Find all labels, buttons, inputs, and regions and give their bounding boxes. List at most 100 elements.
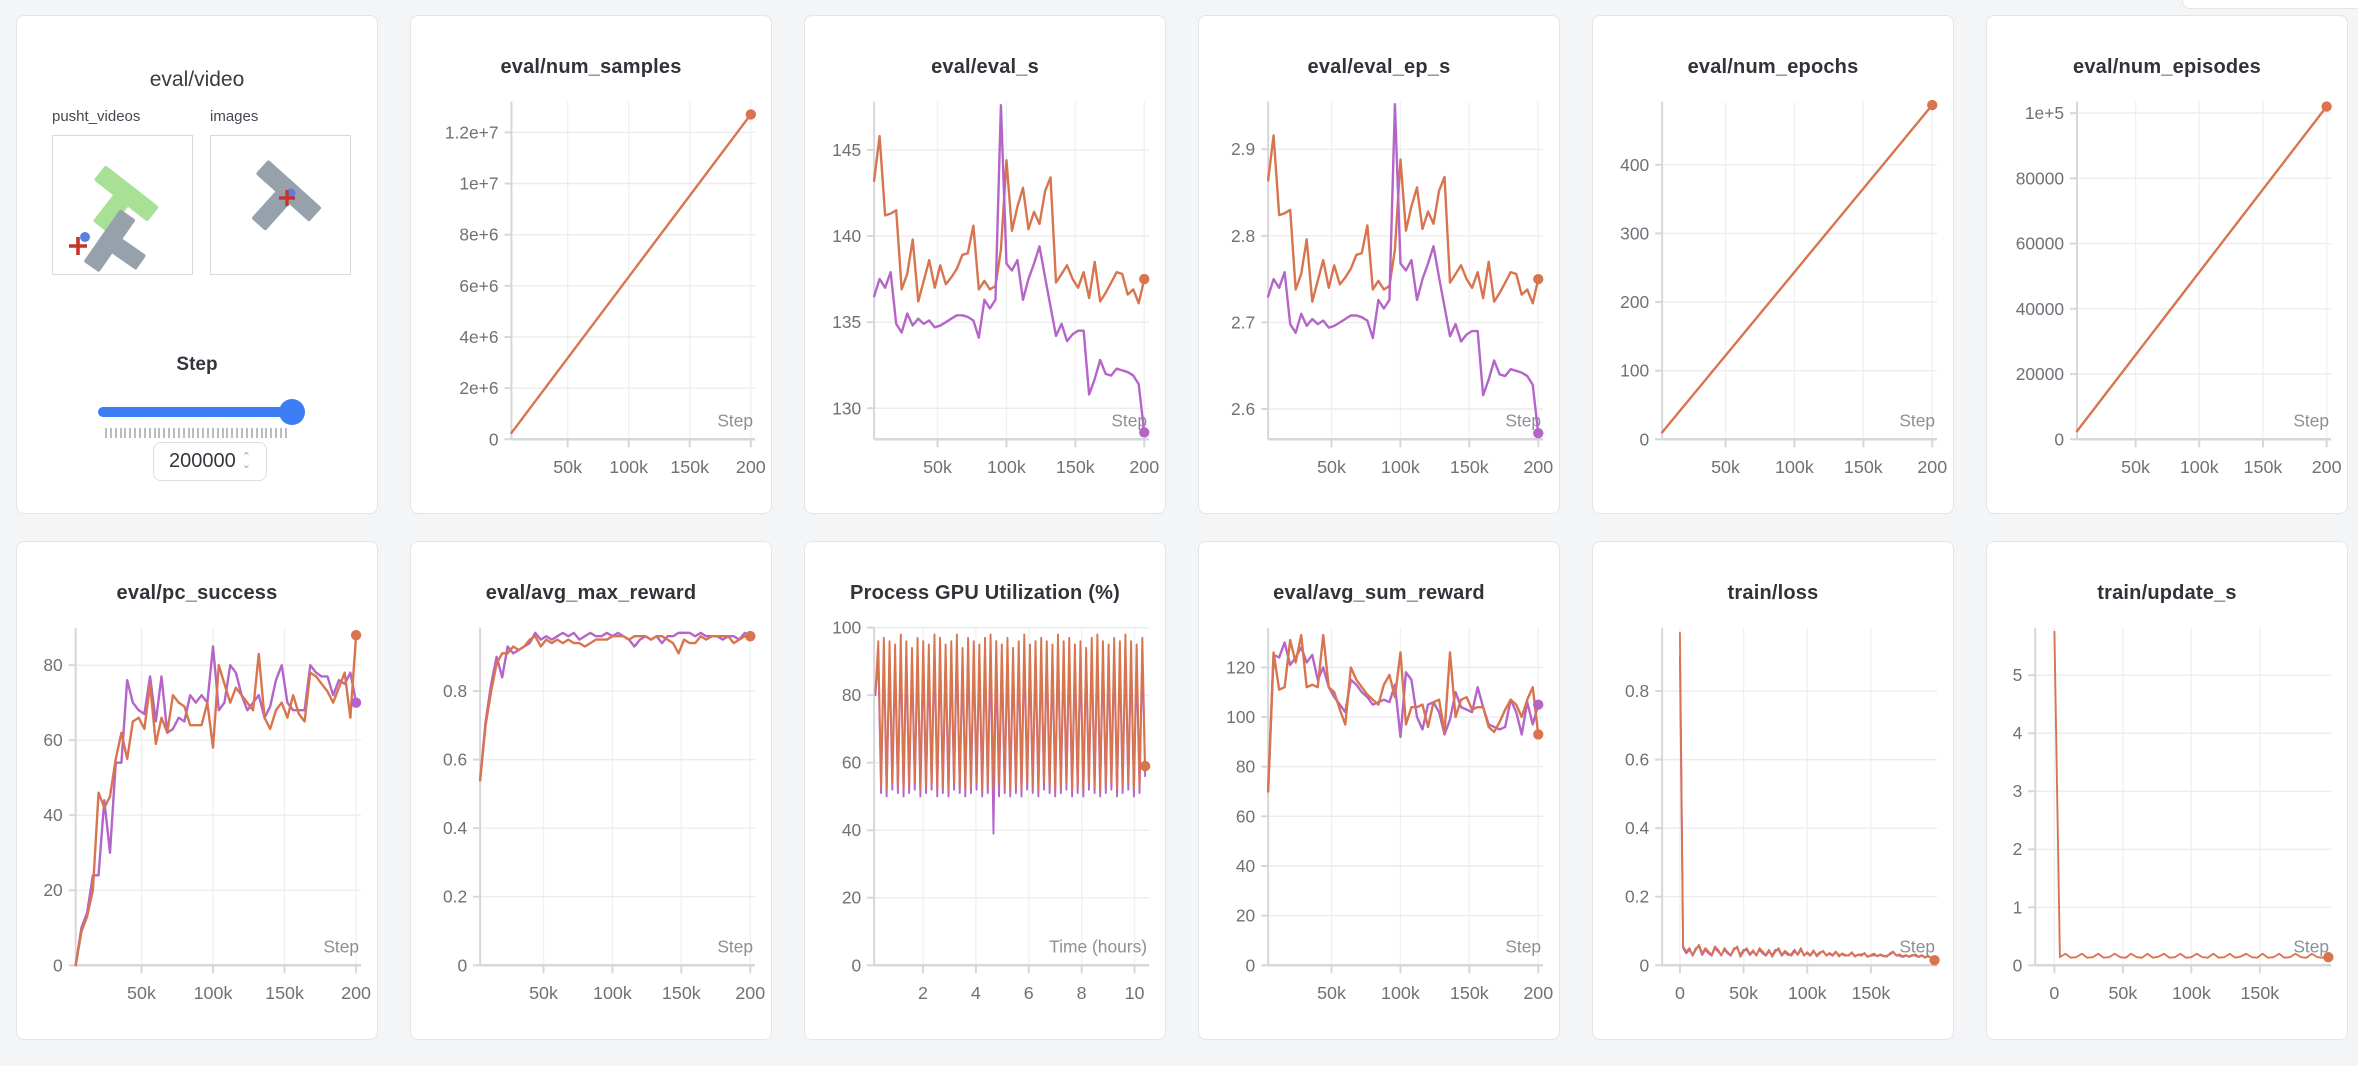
series-end-dot-purple <box>1139 427 1150 438</box>
step-slider-tickmarks <box>105 428 287 438</box>
series-line-orange <box>74 633 358 967</box>
series-end-dot-orange <box>1139 273 1150 285</box>
media-panel-eval-video: eval/video pusht_videos images <box>16 15 378 514</box>
slider-tick <box>202 428 205 438</box>
chart-canvas[interactable]: 0 20 40 60 80 100 2 4 6 8 10 Time (hours) <box>805 542 1165 1039</box>
series-end-dot-orange <box>745 109 756 120</box>
svg-text:0: 0 <box>1640 429 1650 449</box>
svg-text:100k: 100k <box>609 457 648 477</box>
svg-text:100k: 100k <box>1775 457 1814 477</box>
svg-text:40000: 40000 <box>2016 299 2064 319</box>
images-thumbnail[interactable] <box>210 135 351 275</box>
svg-text:0: 0 <box>2054 429 2064 449</box>
chart-panel-eval-num-samples: eval/num_samples 0 2e+6 4e+6 6e+6 8e+6 1e+7 1.2… <box>410 15 772 514</box>
svg-text:200: 200 <box>735 983 765 1003</box>
svg-text:150k: 150k <box>1851 983 1890 1003</box>
stepper-down-icon[interactable]: ⌄ <box>241 458 251 471</box>
step-slider-thumb[interactable] <box>278 399 305 425</box>
slider-tick <box>275 428 278 438</box>
svg-text:2.7: 2.7 <box>1231 312 1255 332</box>
svg-text:40: 40 <box>1236 856 1255 876</box>
step-number-input[interactable]: 200000 ⌃ ⌄ <box>153 442 267 481</box>
svg-text:200: 200 <box>1523 457 1553 477</box>
svg-text:10: 10 <box>1125 983 1145 1003</box>
svg-text:50k: 50k <box>2108 983 2137 1003</box>
x-axis-hint-label: Step <box>2293 936 2329 956</box>
step-input-value[interactable]: 200000 <box>169 450 236 472</box>
chart-canvas[interactable]: 0 20 40 60 80 50k 100k 150k 200 Step <box>17 542 377 1039</box>
chart-canvas[interactable]: 0 0.2 0.4 0.6 0.8 0 50k 100k 150k Step <box>1593 542 1953 1039</box>
chart-canvas[interactable]: 0 20 40 60 80 100 120 50k 100k 150k 200 Step <box>1199 542 1559 1039</box>
chart-canvas[interactable]: 0 100 200 300 400 50k 100k 150k 200 Step <box>1593 16 1953 513</box>
svg-text:130: 130 <box>832 398 861 418</box>
x-axis-hint-label: Step <box>323 936 359 956</box>
svg-text:1: 1 <box>2013 897 2023 917</box>
svg-text:6e+6: 6e+6 <box>459 276 498 296</box>
svg-text:2: 2 <box>2013 839 2023 859</box>
slider-tick <box>284 428 287 438</box>
slider-tick <box>163 428 166 438</box>
svg-text:200: 200 <box>1523 983 1553 1003</box>
slider-tick <box>182 428 185 438</box>
step-slider-track[interactable] <box>98 407 302 417</box>
chart-canvas[interactable]: 0 1 2 3 4 5 0 50k 100k 150k Step <box>1987 542 2347 1039</box>
series-line-orange <box>1678 631 1936 962</box>
chart-canvas[interactable]: 0 2e+6 4e+6 6e+6 8e+6 1e+7 1.2e+7 50k 100k 150k 20… <box>411 16 771 513</box>
stepper-arrows: ⌃ ⌄ <box>241 450 251 471</box>
svg-text:150k: 150k <box>670 457 709 477</box>
slider-tick <box>216 428 219 438</box>
chart-canvas[interactable]: 130 135 140 145 50k 100k 150k 200 Step <box>805 16 1165 513</box>
x-axis-hint-label: Step <box>717 936 753 956</box>
svg-text:50k: 50k <box>553 457 582 477</box>
chart-panel-eval-eval-ep-s: eval/eval_ep_s 2.6 2.7 2.8 2.9 50k 100k 150k 200… <box>1198 15 1560 514</box>
x-axis-hint-label: Step <box>2293 410 2329 430</box>
series-line-orange <box>874 633 1147 791</box>
svg-text:150k: 150k <box>662 983 701 1003</box>
chart-panel-train-update-s: train/update_s 0 1 2 3 4 5 0 50k 100k 150k Step <box>1986 541 2348 1040</box>
svg-text:150k: 150k <box>2244 457 2283 477</box>
step-slider[interactable] <box>98 399 305 425</box>
svg-text:8: 8 <box>1077 983 1087 1003</box>
svg-text:0.2: 0.2 <box>1625 887 1649 907</box>
series-line-purple <box>872 103 1146 434</box>
chart-canvas[interactable]: 0 20000 40000 60000 80000 1e+5 50k 100k 150k 200 S… <box>1987 16 2347 513</box>
svg-text:50k: 50k <box>127 983 156 1003</box>
series-end-dot-orange <box>350 629 362 641</box>
svg-text:0: 0 <box>1246 955 1256 975</box>
svg-text:20: 20 <box>43 880 62 900</box>
svg-text:100k: 100k <box>593 983 632 1003</box>
svg-text:0.8: 0.8 <box>443 681 467 701</box>
svg-text:50k: 50k <box>2121 457 2150 477</box>
chart-panel-eval-num-episodes: eval/num_episodes 0 20000 40000 60000 80000 1e… <box>1986 15 2348 514</box>
svg-text:0: 0 <box>53 955 63 975</box>
stepper-up-icon[interactable]: ⌃ <box>241 450 251 463</box>
svg-text:100k: 100k <box>2172 983 2211 1003</box>
svg-text:200: 200 <box>2312 457 2342 477</box>
svg-text:100k: 100k <box>987 457 1026 477</box>
slider-tick <box>105 428 107 438</box>
series-line-orange <box>2075 105 2328 433</box>
chart-canvas[interactable]: 2.6 2.7 2.8 2.9 50k 100k 150k 200 Step <box>1199 16 1559 513</box>
pusht-video-thumbnail[interactable] <box>52 135 193 275</box>
svg-text:1e+5: 1e+5 <box>2025 103 2064 123</box>
svg-text:50k: 50k <box>923 457 952 477</box>
slider-tick <box>187 428 190 438</box>
chart-canvas[interactable]: 0 0.2 0.4 0.6 0.8 50k 100k 150k 200 Step <box>411 542 771 1039</box>
svg-text:50k: 50k <box>1317 983 1346 1003</box>
chart-panel-eval-pc-success: eval/pc_success 0 20 40 60 80 50k 100k 150k 200 St… <box>16 541 378 1040</box>
step-slider-label: Step <box>176 354 218 375</box>
svg-text:150k: 150k <box>1450 983 1489 1003</box>
svg-text:0.6: 0.6 <box>443 750 467 770</box>
svg-text:150k: 150k <box>265 983 304 1003</box>
svg-text:300: 300 <box>1620 223 1649 243</box>
svg-text:4: 4 <box>971 983 981 1003</box>
svg-text:60: 60 <box>43 730 62 750</box>
svg-text:2e+6: 2e+6 <box>459 378 498 398</box>
svg-text:80: 80 <box>1236 757 1255 777</box>
slider-tick <box>119 428 122 438</box>
series-end-dot-orange <box>745 631 756 642</box>
slider-tick <box>139 428 142 438</box>
chart-title: eval/num_samples <box>500 56 682 78</box>
series-end-dot-orange <box>1533 729 1544 740</box>
svg-text:0: 0 <box>489 429 499 449</box>
